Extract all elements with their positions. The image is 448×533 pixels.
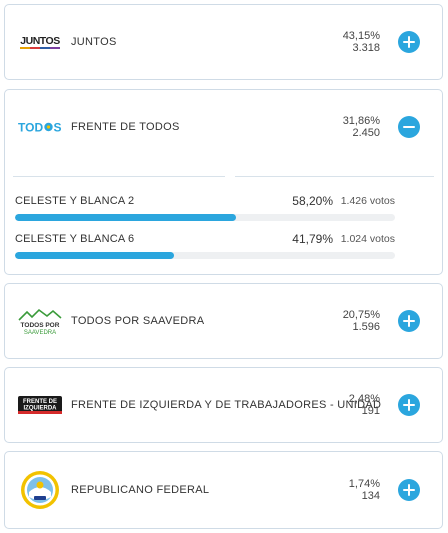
expand-button[interactable] bbox=[398, 31, 420, 53]
party-percent: 43,15% bbox=[342, 30, 380, 42]
party-percent: 31,86% bbox=[342, 115, 380, 127]
progress-bar bbox=[15, 252, 174, 259]
party-percent: 20,75% bbox=[342, 309, 380, 321]
party-name: REPUBLICANO FEDERAL bbox=[71, 484, 210, 496]
party-row[interactable]: JUNTOS JUNTOS 43,15% 3.318 bbox=[5, 5, 442, 79]
party-votes: 191 bbox=[361, 405, 380, 417]
list-percent: 41,79% bbox=[292, 232, 333, 246]
party-card-republicano-federal: REPUBLICANO FEDERAL 1,74% 134 bbox=[4, 451, 443, 529]
list-votes: 1.024 votos bbox=[340, 233, 395, 245]
list-name: CELESTE Y BLANCA 2 bbox=[15, 195, 135, 207]
party-card-frente-de-izquierda: FRENTE DE IZQUIERDA FRENTE DE IZQUIERDA … bbox=[4, 367, 443, 443]
party-results: 31,86% 2.450 bbox=[343, 115, 380, 139]
frente-de-todos-logo: TOD S bbox=[17, 112, 63, 142]
list-votes: 1.426 votos bbox=[340, 195, 395, 207]
party-name: TODOS POR SAAVEDRA bbox=[71, 315, 205, 327]
party-votes: 2.450 bbox=[352, 127, 380, 139]
svg-text:IZQUIERDA: IZQUIERDA bbox=[24, 406, 58, 412]
republicano-federal-logo bbox=[17, 470, 63, 510]
party-results: 1,74% 134 bbox=[349, 478, 380, 502]
progress-track bbox=[15, 214, 395, 221]
party-votes: 1.596 bbox=[352, 321, 380, 333]
party-votes: 134 bbox=[361, 490, 380, 502]
party-row[interactable]: FRENTE DE IZQUIERDA FRENTE DE IZQUIERDA … bbox=[5, 368, 442, 442]
svg-text:SAAVEDRA: SAAVEDRA bbox=[24, 330, 56, 336]
svg-text:JUNTOS: JUNTOS bbox=[20, 35, 60, 47]
party-name: FRENTE DE TODOS bbox=[71, 121, 180, 133]
party-card-juntos: JUNTOS JUNTOS 43,15% 3.318 bbox=[4, 4, 443, 80]
expand-button[interactable] bbox=[398, 394, 420, 416]
party-results: 2,48% 191 bbox=[349, 393, 380, 417]
party-name: FRENTE DE IZQUIERDA Y DE TRABAJADORES - … bbox=[71, 399, 382, 411]
party-row[interactable]: TOD S FRENTE DE TODOS 31,86% 2.450 bbox=[5, 90, 442, 164]
party-card-frente-de-todos: TOD S FRENTE DE TODOS 31,86% 2.450 CELES… bbox=[4, 89, 443, 275]
expand-button[interactable] bbox=[398, 310, 420, 332]
party-card-todos-por-saavedra: TODOS POR SAAVEDRA TODOS POR SAAVEDRA 20… bbox=[4, 283, 443, 359]
todos-por-saavedra-logo: TODOS POR SAAVEDRA bbox=[17, 306, 63, 336]
progress-bar bbox=[15, 214, 237, 221]
party-votes: 3.318 bbox=[352, 42, 380, 54]
list-percent: 58,20% bbox=[292, 194, 333, 208]
svg-text:TOD: TOD bbox=[18, 121, 43, 135]
svg-text:FRENTE DE: FRENTE DE bbox=[23, 399, 57, 405]
progress-track bbox=[15, 252, 395, 259]
list-name: CELESTE Y BLANCA 6 bbox=[15, 233, 135, 245]
svg-text:S: S bbox=[54, 121, 62, 135]
party-percent: 1,74% bbox=[348, 478, 380, 490]
party-results: 20,75% 1.596 bbox=[343, 309, 380, 333]
svg-text:TODOS POR: TODOS POR bbox=[21, 322, 60, 329]
party-percent: 2,48% bbox=[348, 393, 380, 405]
party-name: JUNTOS bbox=[71, 36, 117, 48]
frente-de-izquierda-logo: FRENTE DE IZQUIERDA bbox=[17, 390, 63, 420]
collapse-button[interactable] bbox=[398, 116, 420, 138]
juntos-logo: JUNTOS bbox=[17, 27, 63, 57]
expand-button[interactable] bbox=[398, 479, 420, 501]
party-row[interactable]: TODOS POR SAAVEDRA TODOS POR SAAVEDRA 20… bbox=[5, 284, 442, 358]
party-row[interactable]: REPUBLICANO FEDERAL 1,74% 134 bbox=[5, 452, 442, 528]
divider bbox=[13, 176, 434, 177]
party-results: 43,15% 3.318 bbox=[343, 30, 380, 54]
